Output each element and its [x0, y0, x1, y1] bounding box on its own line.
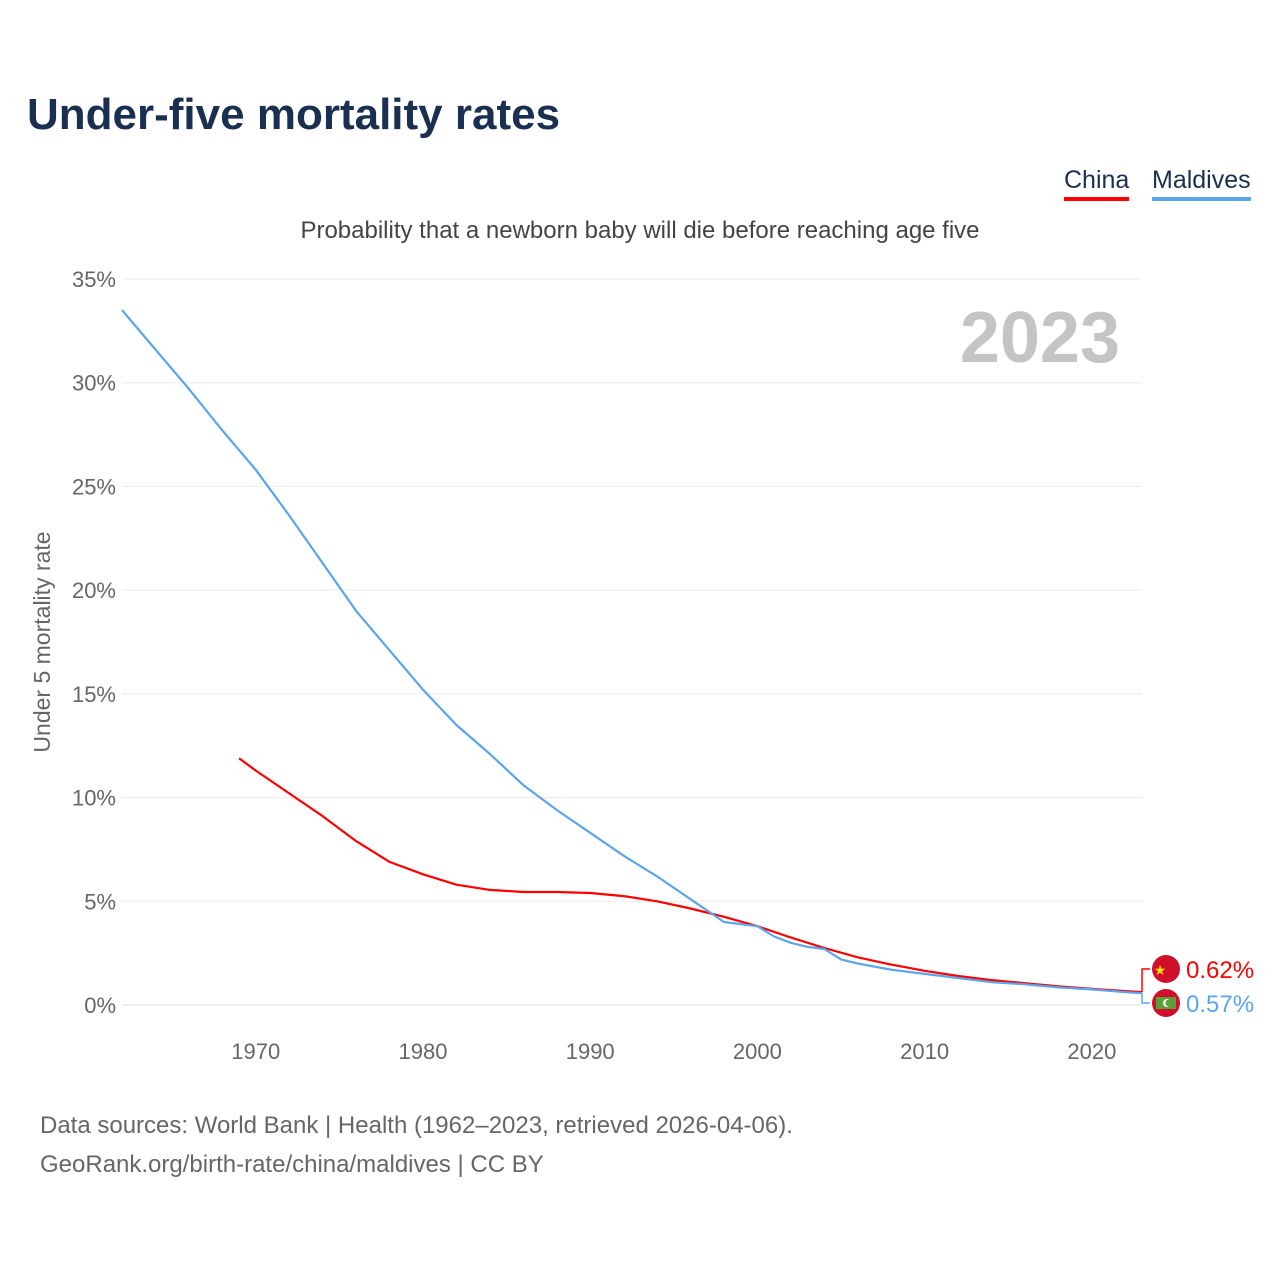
chart-subtitle: Probability that a newborn baby will die… [300, 217, 980, 244]
y-tick-label: 10% [72, 786, 116, 811]
chart-plot: 0% 5% 10% 15% 20% 25% 30% 35% 1970 1980 1990 2000 20… [29, 267, 1254, 1064]
y-tick-label: 25% [72, 474, 116, 499]
end-value-china: 0.62% [1186, 957, 1254, 984]
x-tick-label: 2020 [1067, 1039, 1116, 1064]
y-axis-label: Under 5 mortality rate [29, 531, 55, 752]
y-tick-label: 20% [72, 578, 116, 603]
y-tick-label: 35% [72, 267, 116, 292]
x-tick-label: 2000 [733, 1039, 782, 1064]
x-tick-label: 2010 [900, 1039, 949, 1064]
source-note: Data sources: World Bank | Health (1962–… [40, 1106, 793, 1184]
series-line-china [238, 757, 1143, 994]
x-tick-label: 1990 [566, 1039, 615, 1064]
y-tick-label: 15% [72, 682, 116, 707]
star-icon: ★ [1154, 962, 1167, 978]
crescent-cut-icon [1165, 999, 1173, 1007]
end-value-maldives: 0.57% [1186, 991, 1254, 1018]
chart-title: Under-five mortality rates [27, 90, 561, 139]
y-tick-label: 0% [84, 993, 116, 1018]
legend-china[interactable]: China [1064, 166, 1130, 201]
connector-maldives [1141, 993, 1150, 1004]
series-line-maldives [121, 309, 1143, 995]
x-tick-label: 1980 [399, 1039, 448, 1064]
x-tick-label: 1970 [231, 1039, 280, 1064]
connector-china [1141, 968, 1150, 993]
source-line-1: Data sources: World Bank | Health (1962–… [40, 1112, 793, 1139]
source-line-2[interactable]: GeoRank.org/birth-rate/china/maldives | … [40, 1151, 544, 1178]
year-label: 2023 [960, 298, 1120, 378]
y-tick-label: 5% [84, 889, 116, 914]
flag-china-icon [1152, 955, 1180, 983]
y-tick-label: 30% [72, 371, 116, 396]
legend-maldives[interactable]: Maldives [1152, 166, 1251, 201]
